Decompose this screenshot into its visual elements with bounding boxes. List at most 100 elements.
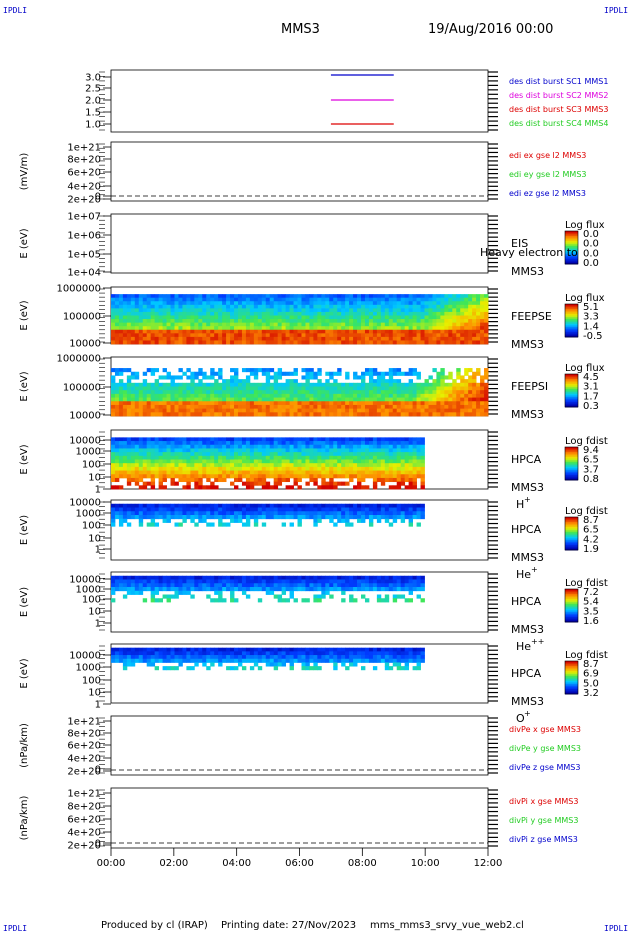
- spectrogram-cell: [293, 441, 298, 446]
- spectrogram-cell: [293, 474, 298, 479]
- spectrogram-cell: [198, 294, 203, 299]
- spectrogram-cell: [198, 322, 203, 327]
- spectrogram-cell: [257, 575, 263, 580]
- spectrogram-cell: [364, 503, 370, 508]
- spectrogram-cell: [130, 294, 136, 299]
- spectrogram-cell: [361, 579, 366, 584]
- spectrogram-cell: [384, 470, 390, 475]
- spectrogram-cell: [289, 412, 294, 417]
- spectrogram-cell: [416, 404, 421, 410]
- spectrogram-cell: [118, 382, 124, 387]
- spectrogram-cell: [158, 575, 163, 580]
- spectrogram-cell: [325, 340, 330, 345]
- spectrogram-cell: [321, 297, 326, 302]
- spectrogram-cell: [178, 651, 183, 656]
- spectrogram-cell: [392, 315, 398, 320]
- y-tick-label: 10000: [69, 651, 101, 662]
- spectrogram-cell: [281, 301, 287, 306]
- spectrogram-cell: [448, 404, 453, 410]
- spectrogram-cell: [222, 511, 227, 516]
- colorbar-tick-label: 0.0: [583, 248, 599, 259]
- spectrogram-cell: [214, 441, 219, 446]
- spectrogram-cell: [380, 322, 386, 327]
- spectrogram-cell: [361, 412, 366, 417]
- spectrogram-cell: [194, 511, 199, 516]
- spectrogram-cell: [353, 448, 358, 453]
- spectrogram-cell: [412, 326, 417, 331]
- spectrogram-cell: [206, 485, 211, 490]
- spectrogram-cell: [353, 386, 358, 391]
- spectrogram-cell: [142, 340, 148, 345]
- spectrogram-cell: [182, 386, 187, 391]
- spectrogram-cell: [186, 474, 191, 479]
- spectrogram-cell: [111, 401, 116, 406]
- spectrogram-cell: [170, 594, 175, 599]
- spectrogram-cell: [277, 474, 283, 479]
- spectrogram-cell: [349, 386, 354, 391]
- spacecraft-label: MMS3: [511, 338, 544, 351]
- spectrogram-cell: [380, 329, 386, 334]
- spectrogram-cell: [154, 503, 160, 508]
- spectrogram-cell: [111, 382, 116, 387]
- colorbar-tick-label: 6.5: [583, 525, 599, 536]
- spectrogram-cell: [345, 393, 350, 398]
- colorbar-cell: [565, 541, 578, 544]
- spectrogram-cell: [341, 448, 346, 453]
- spectrogram-cell: [237, 386, 243, 391]
- spectrogram-cell: [186, 311, 191, 316]
- spectrogram-cell: [257, 463, 263, 468]
- spectrogram-cell: [349, 583, 354, 588]
- spectrogram-cell: [309, 511, 314, 516]
- spectrogram-cell: [329, 308, 334, 313]
- spectrogram-cell: [392, 297, 398, 302]
- spectrogram-cell: [122, 455, 128, 460]
- spectrogram-cell: [404, 333, 410, 338]
- spectrogram-cell: [170, 441, 175, 446]
- spectrogram-cell: [202, 340, 207, 345]
- spectrogram-cell: [416, 507, 421, 512]
- spectrogram-cell: [285, 466, 290, 471]
- spectrogram-cell: [349, 382, 354, 387]
- spectrogram-cell: [198, 575, 203, 580]
- spectrogram-cell: [313, 463, 318, 468]
- spectrogram-cell: [380, 375, 386, 380]
- spectrogram-cell: [269, 590, 275, 595]
- spectrogram-cell: [420, 390, 425, 395]
- spectrogram-cell: [158, 315, 163, 320]
- spectrogram-cell: [412, 408, 417, 413]
- spectrogram-cell: [400, 336, 406, 341]
- spectrogram-cell: [317, 459, 322, 464]
- spectrogram-cell: [428, 322, 433, 327]
- y-tick-label: 6e+20: [67, 168, 101, 179]
- spectrogram-cell: [114, 579, 120, 584]
- spectrogram-cell: [253, 658, 259, 663]
- colorbar-cell: [565, 476, 578, 479]
- spectrogram-cell: [146, 404, 152, 410]
- spectrogram-cell: [412, 477, 417, 483]
- spectrogram-cell: [154, 647, 160, 652]
- y-tick-label: 10000: [69, 436, 101, 447]
- spectrogram-cell: [388, 304, 394, 309]
- spectrogram-cell: [122, 315, 128, 320]
- spectrogram-cell: [388, 441, 394, 446]
- spectrogram-cell: [138, 587, 144, 592]
- spectrogram-cell: [472, 375, 477, 380]
- spectrogram-cell: [170, 651, 175, 656]
- spectrogram-cell: [412, 401, 417, 406]
- spectrogram-cell: [384, 319, 390, 324]
- spectrogram-cell: [396, 507, 402, 512]
- spectrogram-cell: [337, 336, 342, 341]
- spectrogram-cell: [158, 477, 163, 483]
- spectrogram-cell: [245, 319, 251, 324]
- spectrogram-cell: [416, 304, 421, 309]
- spectrogram-cell: [420, 386, 425, 391]
- spectrogram-cell: [424, 336, 429, 341]
- spectrogram-cell: [174, 590, 179, 595]
- spectrogram-cell: [432, 397, 437, 402]
- spectrogram-cell: [245, 485, 251, 490]
- spectrogram-cell: [468, 412, 473, 417]
- spectrogram-cell: [230, 590, 235, 595]
- spectrogram-cell: [392, 452, 398, 457]
- y-tick-label: 10: [88, 688, 101, 699]
- spectrogram-cell: [214, 575, 219, 580]
